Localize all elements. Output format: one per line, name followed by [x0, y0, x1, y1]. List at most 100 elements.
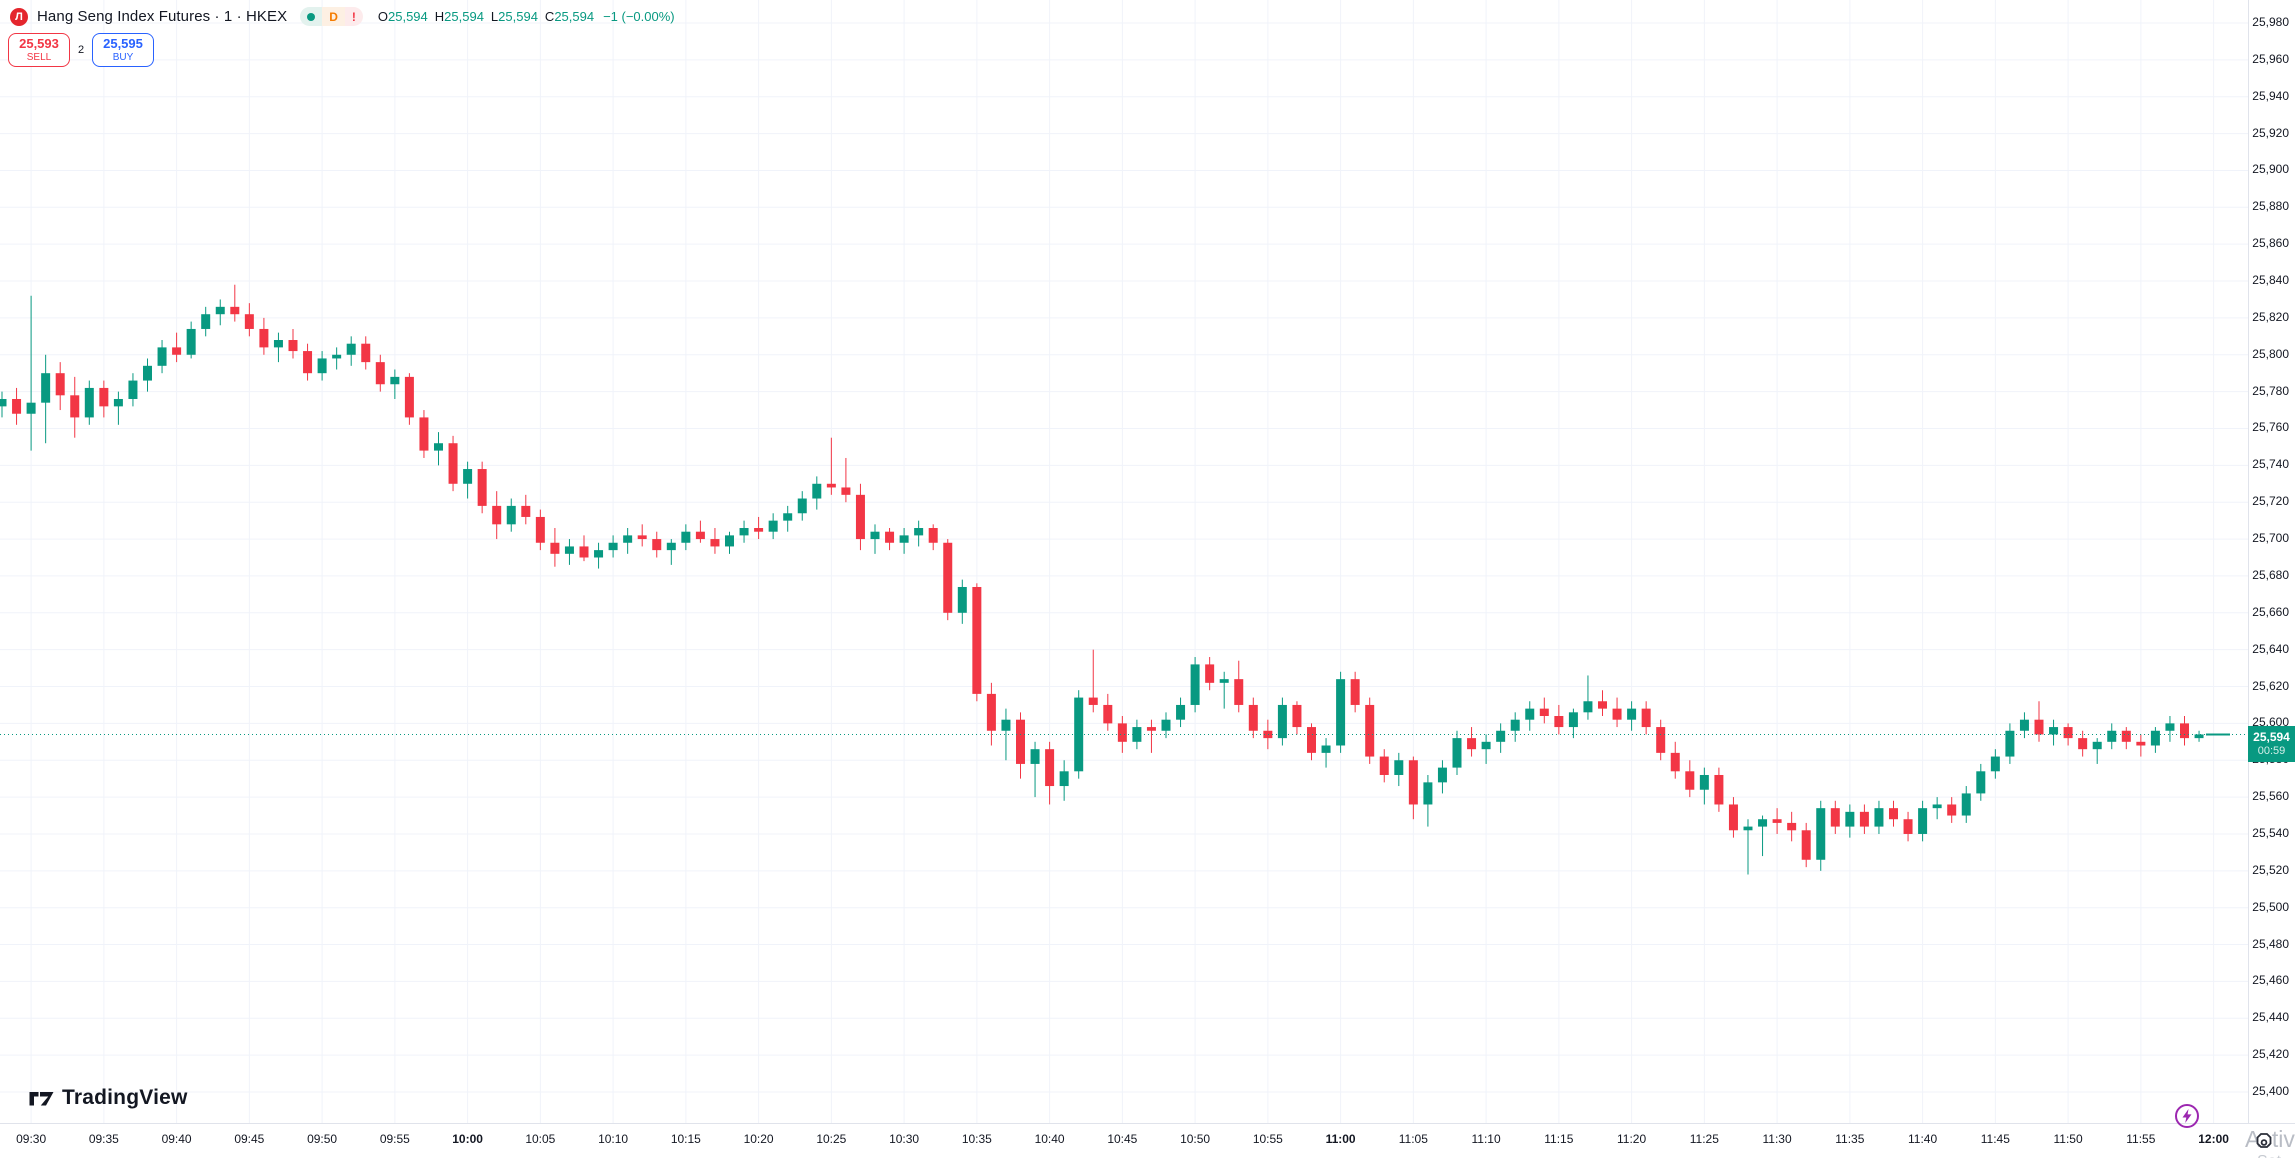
candle-body: [1234, 679, 1244, 705]
candle-body: [579, 546, 589, 558]
candle-body: [259, 328, 269, 348]
time-axis-label: 10:25: [816, 1132, 847, 1146]
candle-body: [1990, 756, 2000, 772]
time-axis-label: 10:00: [452, 1132, 483, 1146]
price-axis-label: 25,900: [2252, 162, 2289, 177]
price-axis[interactable]: 25,980 25,960 25,940 25,920 25,900 25,880 25,8…: [2248, 0, 2295, 1123]
candle-body: [1976, 771, 1986, 794]
time-axis-label: 11:30: [1762, 1132, 1792, 1146]
candle-body: [361, 343, 371, 363]
symbol-logo-icon[interactable]: Л: [10, 7, 28, 26]
time-axis[interactable]: 09:30 09:35 09:40 09:45 09:50 09:55 10:00 10:05…: [0, 1123, 2295, 1158]
candle-body: [1539, 708, 1549, 717]
candle-body: [1787, 822, 1797, 831]
time-axis-label: 11:35: [1835, 1132, 1865, 1146]
candle-body: [957, 586, 967, 613]
candle-body: [0, 398, 7, 407]
tradingview-wordmark: TradingView: [62, 1086, 188, 1109]
open-value: 25,594: [388, 9, 428, 24]
candle-body: [1627, 708, 1637, 720]
candle-body: [230, 306, 240, 315]
time-axis-label: 11:40: [1908, 1132, 1938, 1146]
candle-body: [375, 362, 385, 385]
candle-body: [1292, 704, 1302, 728]
candle-body: [434, 443, 443, 451]
buy-button[interactable]: 25,595 BUY: [92, 33, 154, 67]
market-status-badge[interactable]: [300, 7, 323, 26]
candle-body: [550, 542, 560, 554]
candle-body: [2005, 730, 2015, 757]
alert-badge[interactable]: !: [344, 7, 363, 26]
price-axis-label: 25,660: [2252, 604, 2289, 619]
candle-body: [2107, 730, 2117, 742]
symbol-title[interactable]: Hang Seng Index Futures · 1 · HKEX: [37, 8, 288, 25]
price-axis-label: 25,540: [2252, 825, 2289, 840]
candle-body: [2092, 741, 2102, 750]
low-value: 25,594: [498, 9, 538, 24]
candle-body: [1758, 819, 1768, 827]
time-axis-label: 09:35: [88, 1132, 119, 1146]
candle-body: [1932, 804, 1942, 809]
candle-body: [1350, 679, 1360, 705]
price-axis-label: 25,400: [2252, 1084, 2289, 1098]
candle-body: [739, 528, 749, 536]
candle-body: [390, 376, 400, 385]
tradingview-attribution[interactable]: TradingView: [28, 1086, 188, 1110]
candle-body: [317, 358, 327, 374]
candle-body: [1496, 730, 1506, 742]
open-label: O: [377, 9, 388, 24]
candle-body: [244, 314, 254, 329]
candle-body: [899, 535, 909, 543]
candle-body: [26, 402, 36, 414]
candle-body: [1074, 697, 1084, 772]
dividend-badge[interactable]: D: [322, 7, 345, 26]
candle-body: [1510, 719, 1520, 731]
price-axis-label: 25,600: [2252, 715, 2289, 730]
price-axis-label: 25,500: [2252, 899, 2289, 914]
candle-body: [1103, 704, 1113, 724]
candle-body: [1321, 745, 1331, 753]
candle-body: [2049, 727, 2059, 735]
candle-body: [2063, 727, 2073, 739]
close-label: C: [544, 9, 555, 24]
buy-price: 25,595: [103, 35, 143, 51]
candle-body: [1336, 679, 1346, 746]
axis-settings-gear-icon[interactable]: [2252, 1129, 2276, 1153]
candle-body: [12, 398, 22, 414]
candle-body: [2194, 734, 2204, 739]
price-axis-label: 25,840: [2252, 273, 2289, 288]
candle-body: [797, 498, 807, 514]
price-axis-label: 25,460: [2252, 973, 2289, 988]
candle-body: [2150, 730, 2160, 746]
price-axis-label: 25,820: [2252, 309, 2289, 324]
instant-order-button[interactable]: [2172, 1101, 2202, 1131]
order-panel: 25,593 SELL 2 25,595 BUY: [8, 33, 154, 67]
price-axis-label: 25,440: [2252, 1010, 2289, 1025]
candle-body: [172, 347, 182, 355]
candle-body: [70, 395, 80, 418]
candle-body: [1670, 752, 1680, 772]
price-axis-label: 25,420: [2252, 1047, 2289, 1062]
candle-body: [477, 469, 487, 506]
candle-body: [1437, 767, 1447, 783]
candle-body: [754, 528, 764, 532]
sell-button[interactable]: 25,593 SELL: [8, 33, 70, 67]
candle-body: [1699, 774, 1709, 790]
candle-body: [1001, 719, 1011, 731]
candle-body: [768, 520, 778, 532]
candle-body: [652, 539, 662, 551]
market-open-dot-icon: [307, 12, 316, 21]
time-axis-label: 09:40: [161, 1132, 192, 1146]
candle-body: [1263, 730, 1273, 739]
candle-body: [1903, 819, 1913, 834]
candle-body: [404, 376, 414, 418]
candle-body: [1743, 826, 1753, 831]
candle-body: [1452, 738, 1462, 768]
time-axis-label: 09:30: [16, 1132, 47, 1146]
candle-body: [303, 351, 313, 374]
candle-body: [1830, 808, 1840, 827]
time-axis-label: 10:50: [1180, 1132, 1211, 1146]
time-axis-label: 09:50: [307, 1132, 338, 1146]
symbol-badges: D !: [300, 7, 363, 26]
